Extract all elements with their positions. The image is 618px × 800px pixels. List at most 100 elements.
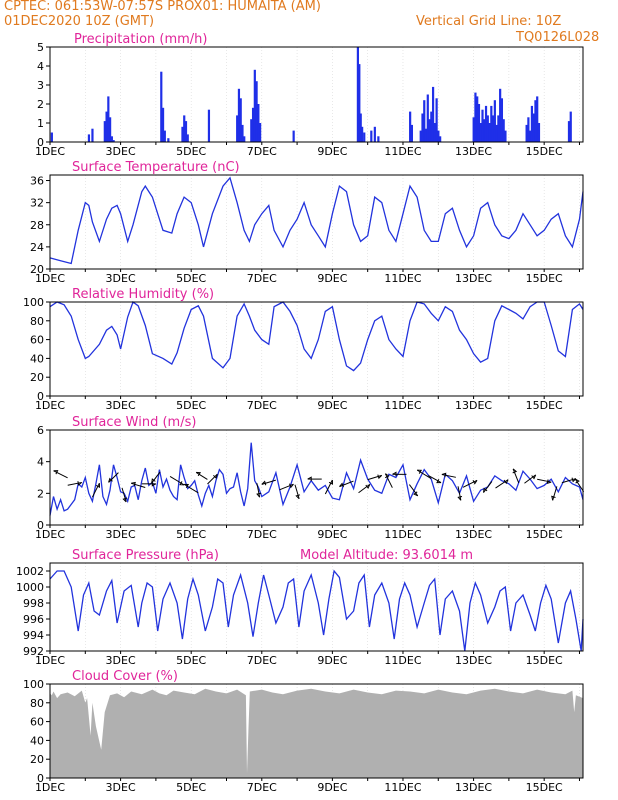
wind-arrow: [131, 482, 146, 488]
y-tick-label: 20: [30, 263, 44, 276]
header-station-line: CPTEC: 061:53W-07:57S PROX01: HUMAITA (A…: [4, 0, 321, 14]
wind-arrow: [524, 474, 536, 484]
precip-bar: [500, 98, 504, 142]
precip-bar: [183, 115, 186, 142]
y-tick-label: 992: [23, 645, 44, 658]
wind-arrow-head: [512, 468, 518, 474]
wind-arrow: [261, 479, 276, 485]
y-tick-label: 0: [37, 772, 44, 785]
precip-bar: [167, 138, 170, 142]
x-tick-label: 7DEC: [247, 145, 277, 158]
header-code: TQ0126L028: [516, 30, 600, 45]
y-tick-label: 60: [30, 334, 44, 347]
wind-arrow: [428, 475, 442, 484]
x-tick-label: 5DEC: [176, 528, 206, 541]
x-tick-label: 9DEC: [317, 528, 347, 541]
precip-bar: [433, 123, 436, 142]
wind-arrow-head: [131, 481, 136, 487]
precip-bar: [491, 115, 495, 142]
wind-arrow-head: [457, 496, 463, 501]
x-tick-label: 7DEC: [247, 654, 277, 667]
x-tick-label: 5DEC: [176, 399, 206, 412]
y-tick-label: 0: [37, 136, 44, 149]
wind-arrow-head: [392, 471, 397, 477]
precip-bar: [91, 128, 94, 142]
precip-bar: [419, 130, 422, 142]
cloud-area: [50, 688, 583, 778]
panel-title: Surface Pressure (hPa): [72, 548, 219, 563]
x-tick-label: 13DEC: [455, 654, 492, 667]
wind-arrow-head: [472, 479, 478, 485]
wind-arrow-head: [108, 477, 113, 483]
y-tick-label: 40: [30, 352, 44, 365]
precip-bar: [236, 115, 239, 142]
precip-bar: [359, 113, 362, 142]
precip-bar: [107, 96, 110, 142]
precip-bar: [50, 132, 53, 142]
precip-bar: [428, 119, 431, 142]
x-tick-label: 5DEC: [176, 145, 206, 158]
wind-arrow-head: [575, 478, 580, 484]
precip-bar: [426, 94, 429, 142]
panel-frame: [49, 683, 584, 779]
wind-arrow: [256, 483, 261, 498]
x-tick-label: 1DEC: [35, 145, 65, 158]
wind-arrow-head: [384, 473, 390, 479]
y-tick-label: 32: [30, 197, 44, 210]
panel-frame: [49, 46, 584, 143]
precip-bar: [105, 111, 108, 142]
precip-bar: [186, 134, 189, 142]
wind-arrow: [574, 478, 585, 492]
precip-bar: [370, 130, 373, 142]
x-tick-label: 9DEC: [317, 145, 347, 158]
precip-bar: [435, 98, 438, 142]
precip-bar: [481, 109, 484, 142]
y-tick-label: 28: [30, 219, 44, 232]
wind-arrow-head: [53, 470, 59, 475]
wind-arrow-head: [179, 481, 185, 486]
wind-arrow: [294, 484, 300, 499]
precip-bar: [257, 104, 260, 142]
wind-arrow-head: [503, 479, 509, 485]
precip-bar: [373, 126, 376, 142]
precip-bar: [569, 111, 572, 142]
wind-arrow-head: [151, 478, 156, 484]
precip-bar: [567, 121, 571, 142]
precip-bar: [493, 100, 496, 142]
wind-arrow-head: [122, 497, 128, 503]
x-tick-label: 3DEC: [106, 528, 136, 541]
y-tick-label: 6: [37, 424, 44, 437]
precip-bar: [103, 121, 106, 142]
x-tick-label: 3DEC: [106, 145, 136, 158]
x-tick-label: 7DEC: [247, 528, 277, 541]
x-tick-label: 11DEC: [384, 781, 421, 794]
y-tick-label: 40: [30, 734, 44, 747]
precip-bar: [504, 130, 507, 142]
wind-arrow-head: [441, 472, 447, 478]
precip-bar: [241, 124, 244, 142]
x-tick-label: 15DEC: [526, 781, 563, 794]
x-tick-label: 1DEC: [35, 272, 65, 285]
wind-arrow: [552, 486, 558, 501]
x-tick-label: 11DEC: [384, 528, 421, 541]
precip-bar: [161, 107, 165, 142]
wind-arrow: [416, 469, 432, 479]
precip-bar: [409, 111, 412, 142]
precip-bar: [430, 111, 433, 142]
x-tick-label: 7DEC: [247, 781, 277, 794]
precip-bar: [292, 130, 295, 142]
precip-bar: [251, 107, 255, 142]
wind-arrow: [324, 479, 333, 495]
x-tick-label: 11DEC: [384, 654, 421, 667]
x-tick-label: 3DEC: [106, 272, 136, 285]
precip-bar: [250, 119, 253, 142]
x-tick-label: 13DEC: [455, 272, 492, 285]
precip-bar: [87, 134, 91, 142]
wind-arrow-head: [289, 483, 294, 489]
x-tick-label: 11DEC: [384, 399, 421, 412]
x-tick-label: 3DEC: [106, 781, 136, 794]
y-tick-label: 80: [30, 315, 44, 328]
y-tick-label: 20: [30, 371, 44, 384]
wind-arrow-head: [184, 483, 190, 489]
precip-bar: [255, 81, 258, 142]
